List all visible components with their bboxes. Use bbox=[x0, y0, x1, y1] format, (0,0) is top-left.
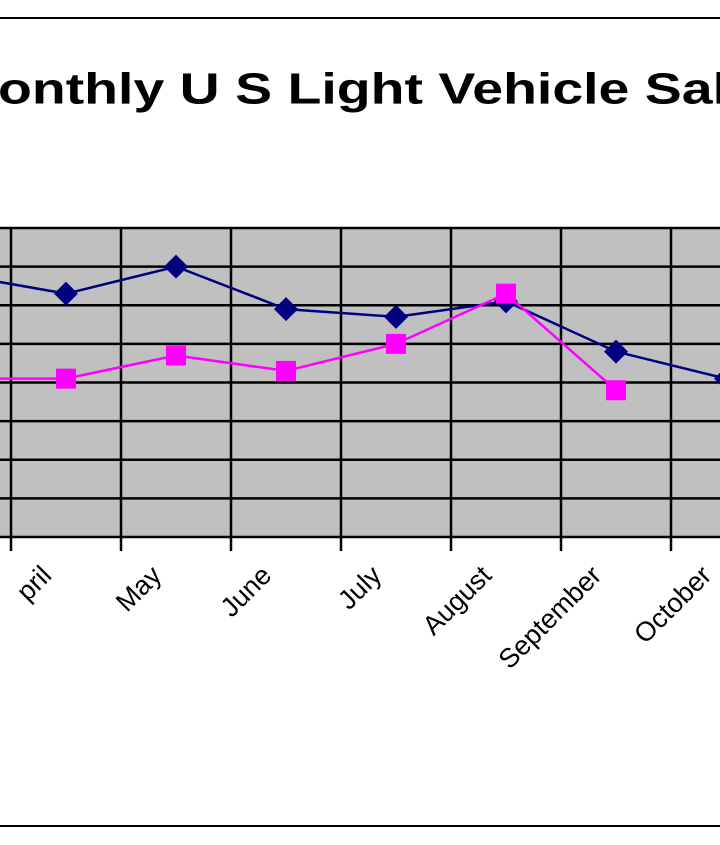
point-marker bbox=[274, 297, 298, 322]
x-tick-label: June bbox=[215, 560, 278, 623]
point-marker bbox=[606, 380, 626, 401]
x-tick-label: July bbox=[332, 560, 388, 616]
point-marker bbox=[496, 283, 516, 304]
point-marker bbox=[164, 254, 188, 279]
point-marker bbox=[384, 304, 408, 329]
point-marker bbox=[54, 281, 78, 306]
chart-title: onthly U S Light Vehicle Sal bbox=[0, 65, 720, 114]
point-marker bbox=[604, 339, 628, 364]
point-marker bbox=[56, 368, 76, 389]
series-line bbox=[0, 265, 720, 379]
point-marker bbox=[276, 360, 296, 381]
point-marker bbox=[386, 333, 406, 354]
point-marker bbox=[166, 345, 186, 366]
x-tick-label: September bbox=[493, 560, 608, 675]
x-tick-label: pril bbox=[11, 560, 58, 607]
x-tick-label: August bbox=[417, 560, 498, 641]
x-tick-label: October bbox=[628, 560, 717, 649]
point-marker bbox=[714, 372, 720, 385]
x-tick-label: May bbox=[110, 560, 168, 618]
